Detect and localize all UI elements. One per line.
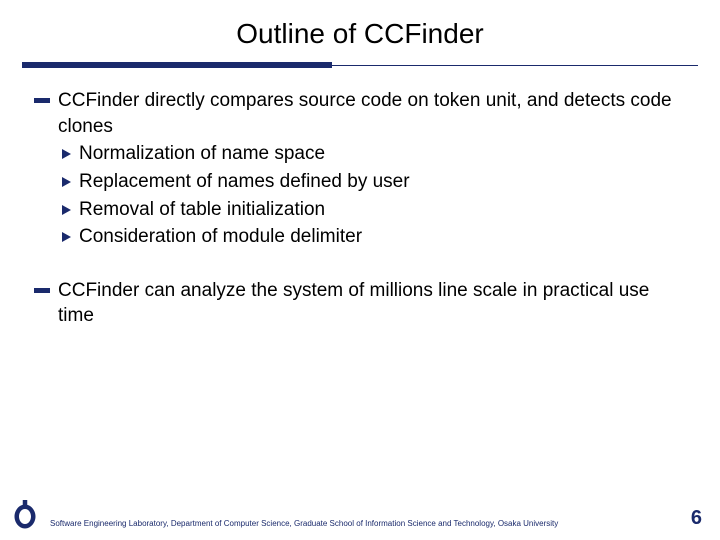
slide-footer: Software Engineering Laboratory, Departm…	[0, 500, 720, 530]
university-logo-icon	[10, 500, 40, 530]
sub-bullet-text: Removal of table initialization	[79, 197, 686, 223]
triangle-bullet-icon	[62, 177, 71, 187]
slide-content: CCFinder directly compares source code o…	[0, 88, 720, 329]
triangle-bullet-icon	[62, 205, 71, 215]
dash-bullet-icon	[34, 288, 50, 293]
sub-bullet-text: Replacement of names defined by user	[79, 169, 686, 195]
dash-bullet-icon	[34, 98, 50, 103]
sub-bullet-text: Consideration of module delimiter	[79, 224, 686, 250]
footer-text: Software Engineering Laboratory, Departm…	[50, 519, 691, 530]
triangle-bullet-icon	[62, 149, 71, 159]
bullet-item: CCFinder can analyze the system of milli…	[34, 278, 686, 329]
page-number: 6	[691, 507, 702, 530]
sub-bullet-text: Normalization of name space	[79, 141, 686, 167]
bullet-text: CCFinder can analyze the system of milli…	[58, 278, 686, 329]
bullet-text: CCFinder directly compares source code o…	[58, 88, 686, 139]
title-rule	[0, 62, 720, 70]
slide-title: Outline of CCFinder	[0, 0, 720, 62]
bullet-item: CCFinder directly compares source code o…	[34, 88, 686, 250]
triangle-bullet-icon	[62, 232, 71, 242]
